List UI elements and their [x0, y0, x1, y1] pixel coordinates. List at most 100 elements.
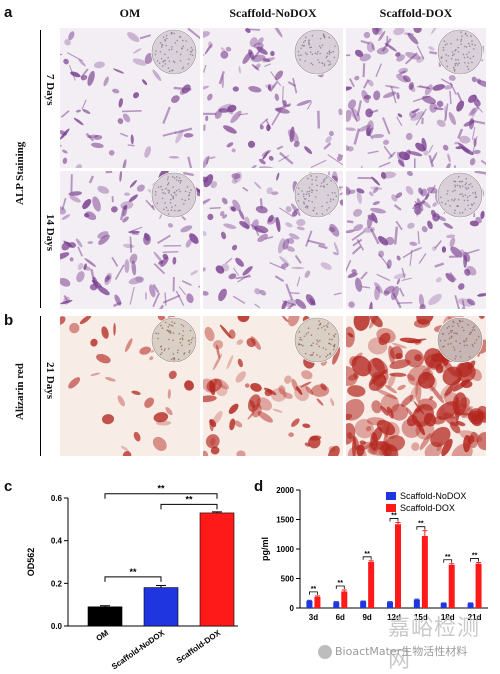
- chart-d-ytick-label: 0: [290, 604, 295, 613]
- alp-texture: [203, 28, 343, 168]
- watermark-line1: 嘉峪检测网: [388, 616, 481, 673]
- chart-c-significance-bracket: **: [104, 484, 218, 499]
- alizarin-red-label: Alizarin red: [14, 363, 26, 420]
- chart-d-significance-bracket: **: [443, 554, 453, 563]
- alp-texture: [346, 171, 486, 309]
- chart-d-ytick-label: 500: [281, 575, 295, 584]
- chart-d-category-label: 9d: [362, 613, 371, 622]
- micrograph-alp-14d-nodox: [203, 171, 343, 309]
- chart-c-bar: [143, 587, 179, 627]
- chart-d-significance-bracket: **: [362, 551, 372, 560]
- chart-c-ylabel: OD562: [26, 548, 36, 577]
- chart-c-bar: [87, 606, 123, 627]
- chart-od562: 0.0 0.2 0.4 0.6 OD562 OM Scaffold-NoDOX Scaffol…: [26, 484, 238, 671]
- chart-d-bar: [306, 600, 313, 608]
- chart-c-significance-bracket: **: [104, 567, 162, 582]
- row-label-7-days: 7 Days: [44, 74, 56, 106]
- chart-c-category-label: Scaffold-DOX: [175, 628, 223, 665]
- watermark-line2: BioactMater生物活性材料: [335, 645, 468, 658]
- chart-d-bar: [413, 599, 420, 608]
- row-label-14-days: 14 Days: [44, 214, 56, 251]
- chart-d-legend-label: Scaffold-DOX: [400, 503, 455, 513]
- chart-c-ytick-label: 0.6: [51, 494, 63, 503]
- chart-d-significance-label: **: [311, 586, 317, 593]
- micrograph-alp-7d-nodox: [203, 28, 343, 168]
- chart-d-bar: [387, 602, 393, 608]
- chart-c-category-label: Scaffold-NoDOX: [110, 628, 167, 671]
- alp-staining-label: ALP Staining: [14, 141, 26, 205]
- chart-d-ylabel: pg/ml: [260, 537, 270, 561]
- ar-texture: [60, 316, 200, 456]
- micrograph-ar-21d-om: [60, 316, 200, 456]
- alp-texture: [346, 28, 486, 168]
- row-label-21-days: 21 Days: [44, 362, 56, 399]
- chart-d-category-label: 6d: [336, 613, 345, 622]
- chart-d-significance-label: **: [418, 521, 424, 528]
- chart-d-legend-swatch: [386, 504, 396, 512]
- alp-texture: [203, 171, 343, 309]
- chart-c-bar: [199, 512, 235, 627]
- chart-c-category-label: OM: [94, 628, 110, 643]
- chart-d-bar: [333, 602, 340, 608]
- chart-d-category-label: 18d: [441, 613, 455, 622]
- micrograph-alp-14d-om: [60, 171, 200, 309]
- panel-c-label: c: [4, 478, 13, 495]
- alp-texture: [60, 28, 200, 168]
- chart-d-bar: [314, 596, 321, 608]
- micrograph-ar-21d-dox: [346, 316, 486, 456]
- chart-c-ytick-label: 0.0: [51, 622, 63, 631]
- chart-d-significance-label: **: [391, 512, 397, 519]
- micrograph-alp-7d-om: [60, 28, 200, 168]
- chart-d-significance-label: **: [445, 554, 451, 561]
- chart-d-category-label: 15d: [414, 613, 428, 622]
- chart-d-ytick-label: 1000: [276, 545, 294, 554]
- chart-pg-ml: 0 500 1000 1500 2000 pg/ml ** 3d ** 6d ** 9d ** 12d **…: [260, 486, 488, 622]
- chart-d-legend-swatch: [386, 492, 396, 500]
- alp-group-divider: [40, 30, 41, 308]
- chart-d-bar: [440, 603, 447, 608]
- chart-d-significance-bracket: **: [389, 512, 399, 522]
- panel-a-label: a: [4, 4, 13, 21]
- chart-d-significance-label: **: [472, 553, 478, 560]
- chart-d-significance-bracket: **: [470, 553, 479, 562]
- column-header-scaffold-nodox: Scaffold-NoDOX: [229, 6, 317, 20]
- panel-b-label: b: [4, 312, 14, 329]
- chart-d-legend-label: Scaffold-NoDOX: [400, 491, 466, 501]
- chart-d-bar: [467, 603, 474, 608]
- chart-d-significance-label: **: [364, 551, 370, 558]
- chart-d-significance-bracket: **: [335, 580, 345, 590]
- chart-d-significance-label: **: [338, 580, 344, 587]
- chart-d-ytick-label: 1500: [276, 516, 294, 525]
- wechat-icon: [318, 645, 332, 659]
- alizarin-group-divider: [40, 316, 41, 456]
- chart-c-significance-bracket: **: [160, 494, 218, 510]
- chart-d-bar: [368, 561, 375, 608]
- column-header-om: OM: [119, 6, 141, 20]
- micrograph-alp-7d-dox: [346, 28, 486, 168]
- chart-d-category-label: 21d: [468, 613, 482, 622]
- column-header-scaffold-dox: Scaffold-DOX: [379, 6, 453, 20]
- chart-d-bar: [475, 563, 482, 608]
- chart-d-bar: [448, 564, 455, 608]
- watermark-line2-wrap: BioactMater生物活性材料: [318, 643, 467, 659]
- chart-d-significance-bracket: **: [416, 521, 426, 530]
- chart-d-ytick-label: 2000: [276, 486, 294, 495]
- chart-c-ytick-label: 0.2: [51, 579, 63, 588]
- chart-c-ytick-label: 0.4: [51, 537, 63, 546]
- ar-texture: [203, 316, 343, 456]
- panel-d-label: d: [254, 478, 264, 495]
- micrograph-alp-14d-dox: [346, 171, 486, 309]
- chart-d-category-label: 12d: [387, 613, 401, 622]
- ar-texture: [346, 316, 486, 456]
- chart-d-category-label: 3d: [309, 613, 318, 622]
- chart-c-significance-label: **: [157, 484, 165, 494]
- chart-d-bar: [421, 536, 428, 608]
- micrograph-ar-21d-nodox: [203, 316, 343, 456]
- alp-texture: [60, 171, 200, 309]
- chart-d-bar: [395, 524, 401, 608]
- chart-d-bar: [360, 601, 367, 608]
- chart-d-bar: [341, 591, 348, 608]
- chart-d-significance-bracket: **: [309, 586, 318, 595]
- chart-c-significance-label: **: [185, 494, 193, 504]
- chart-c-significance-label: **: [129, 567, 137, 577]
